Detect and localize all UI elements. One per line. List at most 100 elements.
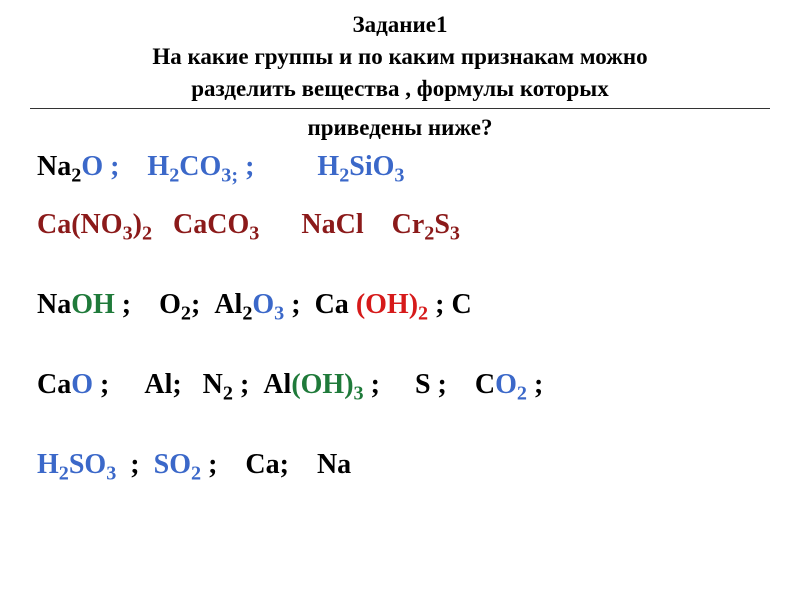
al2o3-2: 2 [242, 303, 252, 325]
formula-row-4: CaO ; Al; N2 ; Al(OH)3 ; S ; CO2 ; [30, 369, 770, 401]
cano32-3: 3 [123, 222, 133, 244]
n2-2: 2 [223, 383, 233, 405]
so2-semi: ; [201, 449, 217, 480]
sep [289, 449, 317, 481]
n2-n: N [203, 369, 223, 400]
h2so3-2: 2 [59, 463, 69, 485]
na2o-2: 2 [71, 164, 81, 186]
al2o3-al: Al [214, 289, 242, 320]
pad [30, 289, 37, 320]
al2o3-3: 3 [274, 303, 284, 325]
h2co3-co: CO [179, 151, 221, 182]
h2sio3-o: O [373, 151, 395, 182]
co2-semi: ; [527, 369, 543, 400]
co2-c: C [475, 369, 495, 400]
sep [182, 369, 203, 401]
sep [116, 449, 130, 481]
caoh2-2: 2 [418, 303, 428, 325]
pad [30, 449, 37, 480]
cr2s3-cr: Cr [392, 209, 425, 240]
cr2s3-s: S [434, 209, 450, 240]
h2so3-h: H [37, 449, 59, 480]
sep [131, 289, 159, 321]
sep [380, 369, 415, 401]
c: C [451, 289, 471, 320]
cano32-no: (NO [71, 209, 122, 240]
co2-o: O [495, 369, 517, 400]
h2co3-h: H [147, 151, 169, 182]
s: S ; [415, 369, 447, 400]
pad [30, 151, 37, 182]
cano32-paren: ) [133, 209, 142, 240]
al: Al; [144, 369, 181, 400]
nacl-cl: Cl [336, 209, 364, 240]
cr2s3-2: 2 [424, 222, 434, 244]
naoh-semi: ; [115, 289, 131, 320]
cano32-2: 2 [142, 222, 152, 244]
h2so3-so: SO [69, 449, 106, 480]
h2co3-3: 3; [221, 164, 238, 186]
sep [217, 449, 245, 481]
task-title: Задание1 [30, 10, 770, 40]
caoh2-semi: ; [428, 289, 444, 320]
caco3-co: CO [207, 209, 249, 240]
ca: Ca; [245, 449, 289, 480]
h2co3-2: 2 [169, 164, 179, 186]
sep [109, 369, 144, 401]
sep [249, 369, 263, 401]
na2o-na: Na [37, 151, 71, 182]
cao-semi: ; [93, 369, 109, 400]
semi: ; [130, 449, 139, 480]
pad [30, 209, 37, 240]
nacl-na: Na [301, 209, 335, 240]
sep [152, 209, 173, 241]
sep [364, 209, 392, 241]
caco3-ca: Ca [173, 209, 207, 240]
formula-row-1: Na2O ; H2CO3; ; H2SiO3 [30, 151, 770, 183]
sep [119, 151, 147, 183]
sep [254, 151, 317, 183]
formula-row-3: NaOH ; O2; Al2O3 ; Ca (OH)2 ; C [30, 289, 770, 321]
sep [140, 449, 154, 481]
aloh3-3: 3 [354, 383, 364, 405]
caco3-3: 3 [249, 222, 259, 244]
aloh3-oh: (OH) [291, 369, 353, 400]
sep [301, 289, 315, 321]
question-line-1: На какие группы и по каким признакам мож… [30, 42, 770, 72]
na: Na [317, 449, 351, 480]
caoh2-ca: Ca [315, 289, 356, 320]
sep [259, 209, 301, 241]
caoh2-oh: (OH) [356, 289, 418, 320]
cao-ca: Ca [37, 369, 71, 400]
na2o-o: O ; [81, 151, 119, 182]
h2co3-semi: ; [238, 151, 254, 182]
sep [447, 369, 475, 401]
so2-2: 2 [191, 463, 201, 485]
cr2s3-3: 3 [450, 222, 460, 244]
naoh-na: Na [37, 289, 71, 320]
cano32-ca: Ca [37, 209, 71, 240]
h2sio3-si: Si [349, 151, 372, 182]
h2sio3-3: 3 [394, 164, 404, 186]
co2-2: 2 [517, 383, 527, 405]
formula-row-2: Ca(NO3)2 CaCO3 NaCl Cr2S3 [30, 209, 770, 241]
n2-semi: ; [233, 369, 249, 400]
o2-o: O [159, 289, 181, 320]
o2-2: 2 [181, 303, 191, 325]
aloh3-semi: ; [364, 369, 380, 400]
pad [30, 369, 37, 400]
sep [200, 289, 214, 321]
question-line-3: приведены ниже? [30, 108, 770, 141]
al2o3-semi: ; [284, 289, 300, 320]
naoh-oh: OH [71, 289, 115, 320]
so2-so: SO [154, 449, 191, 480]
o2-semi: ; [191, 289, 200, 320]
aloh3-al: Al [263, 369, 291, 400]
question-line-2: разделить вещества , формулы которых [30, 74, 770, 104]
formula-row-5: H2SO3 ; SO2 ; Ca; Na [30, 449, 770, 481]
cao-o: O [71, 369, 93, 400]
h2so3-3: 3 [106, 463, 116, 485]
h2sio3-h: H [317, 151, 339, 182]
h2sio3-2: 2 [339, 164, 349, 186]
al2o3-o: O [252, 289, 274, 320]
